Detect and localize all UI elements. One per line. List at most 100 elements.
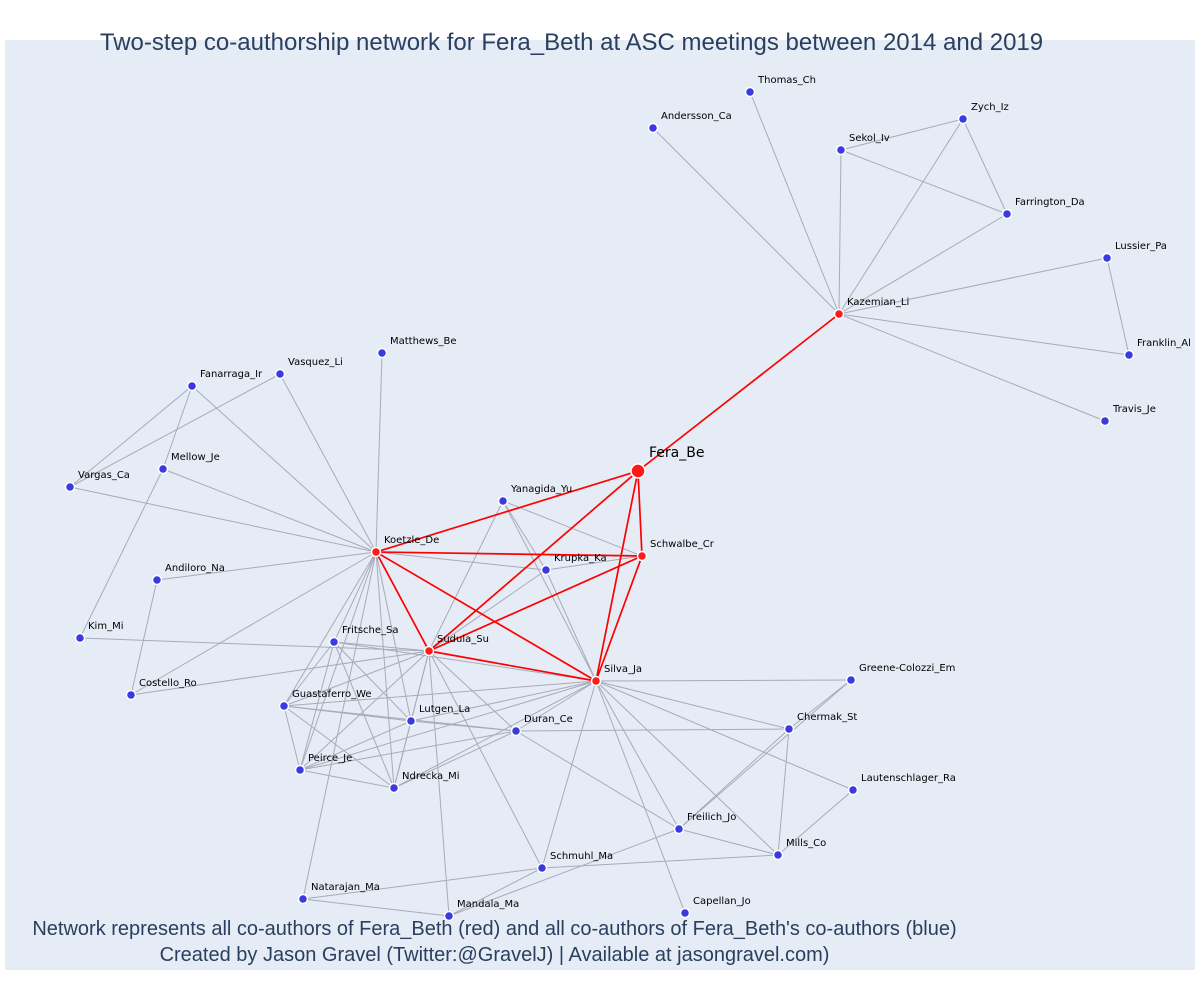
edge-krupka-ka-silva-ja	[545, 569, 597, 682]
edge-zych-iz-farrington-da	[962, 118, 1008, 215]
node-ndrecka-mi[interactable]	[388, 782, 400, 794]
node-label-mandala-ma: Mandala_Ma	[457, 899, 519, 910]
node-natarajan-ma[interactable]	[297, 893, 309, 905]
node-schwalbe-cr[interactable]	[636, 550, 648, 562]
node-label-mills-co: Mills_Co	[786, 838, 826, 849]
node-fanarraga-ir[interactable]	[186, 380, 198, 392]
author-nodes: Thomas_Ch Andersson_Ca Zych_Iz Sekol_Iv Farr…	[64, 75, 1191, 922]
edge-fanarraga-ir-vargas-ca	[69, 385, 193, 488]
edge-koetzle-de-guastaferro-we	[283, 551, 377, 707]
edge-sudula-su-peirce-je	[299, 650, 430, 771]
node-sudula-su[interactable]	[423, 645, 435, 657]
node-sekol-iv[interactable]	[835, 144, 847, 156]
edge-koetzle-de-mellow-je	[162, 468, 377, 553]
node-label-schmuhl-ma: Schmuhl_Ma	[550, 851, 613, 862]
edge-red-koetzle-de-sudula-su	[375, 551, 430, 652]
node-kim-mi[interactable]	[74, 632, 86, 644]
node-silva-ja[interactable]	[590, 675, 602, 687]
node-freilich-jo[interactable]	[673, 823, 685, 835]
edge-red-schwalbe-cr-silva-ja	[595, 555, 643, 682]
node-mandala-ma[interactable]	[443, 910, 455, 922]
node-travis-je[interactable]	[1099, 415, 1111, 427]
node-label-zych-iz: Zych_Iz	[971, 102, 1009, 113]
edge-red-fera-be-silva-ja	[595, 470, 639, 682]
node-matthews-be[interactable]	[376, 347, 388, 359]
node-capellan-jo[interactable]	[679, 907, 691, 919]
edge-koetzle-de-matthews-be	[375, 352, 383, 553]
node-label-mellow-je: Mellow_Je	[171, 452, 220, 463]
edge-ndrecka-mi-duran-ce	[393, 730, 517, 789]
edge-silva-ja-freilich-jo	[595, 680, 680, 830]
node-label-sudula-su: Sudula_Su	[437, 634, 489, 645]
node-label-peirce-je: Peirce_Je	[308, 753, 352, 764]
edge-natarajan-ma-mandala-ma	[302, 898, 450, 917]
node-schmuhl-ma[interactable]	[536, 862, 548, 874]
node-label-matthews-be: Matthews_Be	[390, 336, 457, 347]
edge-guastaferro-we-ndrecka-mi	[283, 705, 395, 789]
node-label-franklin-al: Franklin_Al	[1137, 338, 1191, 349]
edge-silva-ja-lautenschlager-ra	[595, 680, 854, 791]
node-andiloro-na[interactable]	[151, 574, 163, 586]
edge-guastaferro-we-peirce-je	[283, 705, 301, 771]
node-label-kazemian-li: Kazemian_Li	[847, 297, 909, 308]
second-step-edges	[69, 91, 1130, 917]
edge-krupka-ka-schwalbe-cr	[545, 555, 643, 571]
edge-koetzle-de-andiloro-na	[156, 551, 377, 581]
edge-silva-ja-guastaferro-we	[283, 680, 597, 707]
node-chermak-st[interactable]	[783, 723, 795, 735]
node-label-sekol-iv: Sekol_Iv	[849, 133, 890, 144]
node-label-fritsche-sa: Fritsche_Sa	[342, 625, 399, 636]
edge-peirce-je-duran-ce	[299, 730, 517, 771]
node-peirce-je[interactable]	[294, 764, 306, 776]
edge-koetzle-de-fanarraga-ir	[191, 385, 377, 553]
node-label-farrington-da: Farrington_Da	[1015, 197, 1085, 208]
node-guastaferro-we[interactable]	[278, 700, 290, 712]
edge-mandala-ma-freilich-jo	[448, 828, 680, 917]
node-lautenschlager-ra[interactable]	[847, 784, 859, 796]
edge-red-schwalbe-cr-sudula-su	[428, 555, 643, 652]
edge-koetzle-de-ndrecka-mi	[375, 551, 395, 789]
edge-red-fera-be-kazemian-li	[637, 313, 840, 472]
node-thomas-ch[interactable]	[744, 86, 756, 98]
node-lutgen-la[interactable]	[405, 715, 417, 727]
chart-title: Two-step co-authorship network for Fera_…	[99, 29, 1044, 56]
edge-chermak-st-mills-co	[777, 728, 790, 856]
node-fritsche-sa[interactable]	[328, 636, 340, 648]
node-yanagida-yu[interactable]	[497, 495, 509, 507]
node-greene-colozzi-em[interactable]	[845, 674, 857, 686]
node-label-schwalbe-cr: Schwalbe_Cr	[650, 539, 715, 550]
node-franklin-al[interactable]	[1123, 349, 1135, 361]
node-koetzle-de[interactable]	[370, 546, 382, 558]
node-mills-co[interactable]	[772, 849, 784, 861]
node-krupka-ka[interactable]	[540, 564, 552, 576]
node-andersson-ca[interactable]	[647, 122, 659, 134]
edge-vasquez-li-vargas-ca	[69, 373, 281, 488]
node-vasquez-li[interactable]	[274, 368, 286, 380]
node-label-yanagida-yu: Yanagida_Yu	[510, 484, 572, 495]
edge-peirce-je-ndrecka-mi	[299, 769, 395, 789]
edge-lutgen-la-ndrecka-mi	[393, 720, 412, 789]
edge-koetzle-de-krupka-ka	[375, 551, 547, 571]
edge-koetzle-de-costello-ro	[130, 551, 377, 696]
node-label-silva-ja: Silva_Ja	[604, 664, 642, 675]
edge-mellow-je-kim-mi	[79, 468, 164, 639]
node-lussier-pa[interactable]	[1101, 252, 1113, 264]
edge-duran-ce-freilich-jo	[515, 730, 680, 830]
node-mellow-je[interactable]	[157, 463, 169, 475]
edge-red-sudula-su-silva-ja	[428, 650, 597, 682]
node-farrington-da[interactable]	[1001, 208, 1013, 220]
node-zych-iz[interactable]	[957, 113, 969, 125]
edge-kazemian-li-franklin-al	[838, 313, 1130, 356]
node-duran-ce[interactable]	[510, 725, 522, 737]
node-kazemian-li[interactable]	[833, 308, 845, 320]
node-vargas-ca[interactable]	[64, 481, 76, 493]
node-costello-ro[interactable]	[125, 689, 137, 701]
node-fera-be[interactable]	[630, 463, 646, 479]
node-label-krupka-ka: Krupka_Ka	[554, 553, 607, 564]
node-label-kim-mi: Kim_Mi	[88, 621, 123, 632]
edge-sudula-su-costello-ro	[130, 650, 430, 696]
first-step-edges	[375, 313, 840, 682]
edge-silva-ja-lutgen-la	[410, 680, 597, 722]
node-label-vasquez-li: Vasquez_Li	[288, 357, 343, 368]
edge-silva-ja-fritsche-sa	[333, 641, 597, 682]
